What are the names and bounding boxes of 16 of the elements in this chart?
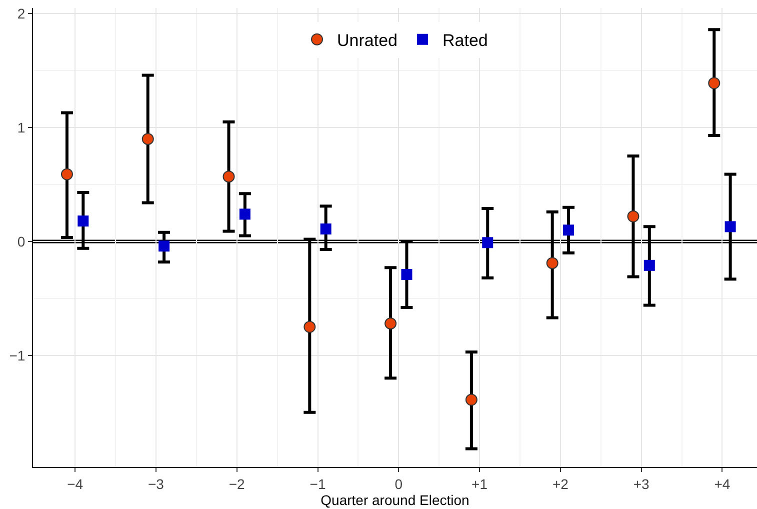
legend-label: Unrated [337,30,398,50]
x-tick-label: −4 [67,476,84,492]
y-tick-label: −1 [9,347,26,364]
x-tick-label: 0 [394,476,403,492]
legend-label: Rated [442,30,488,50]
y-tick-label: 1 [17,119,26,136]
x-tick-label: +2 [552,476,569,492]
x-tick-label: −2 [228,476,246,492]
x-tick-label: −3 [148,476,164,492]
y-tick-label: 2 [17,6,26,22]
x-tick-label: +1 [472,476,488,492]
x-tick-label: +3 [633,476,650,492]
x-axis-title: Quarter around Election [320,492,470,508]
x-tick-label: +4 [714,476,730,492]
x-tick-label: −1 [310,476,326,492]
y-tick-label: 0 [17,233,26,250]
